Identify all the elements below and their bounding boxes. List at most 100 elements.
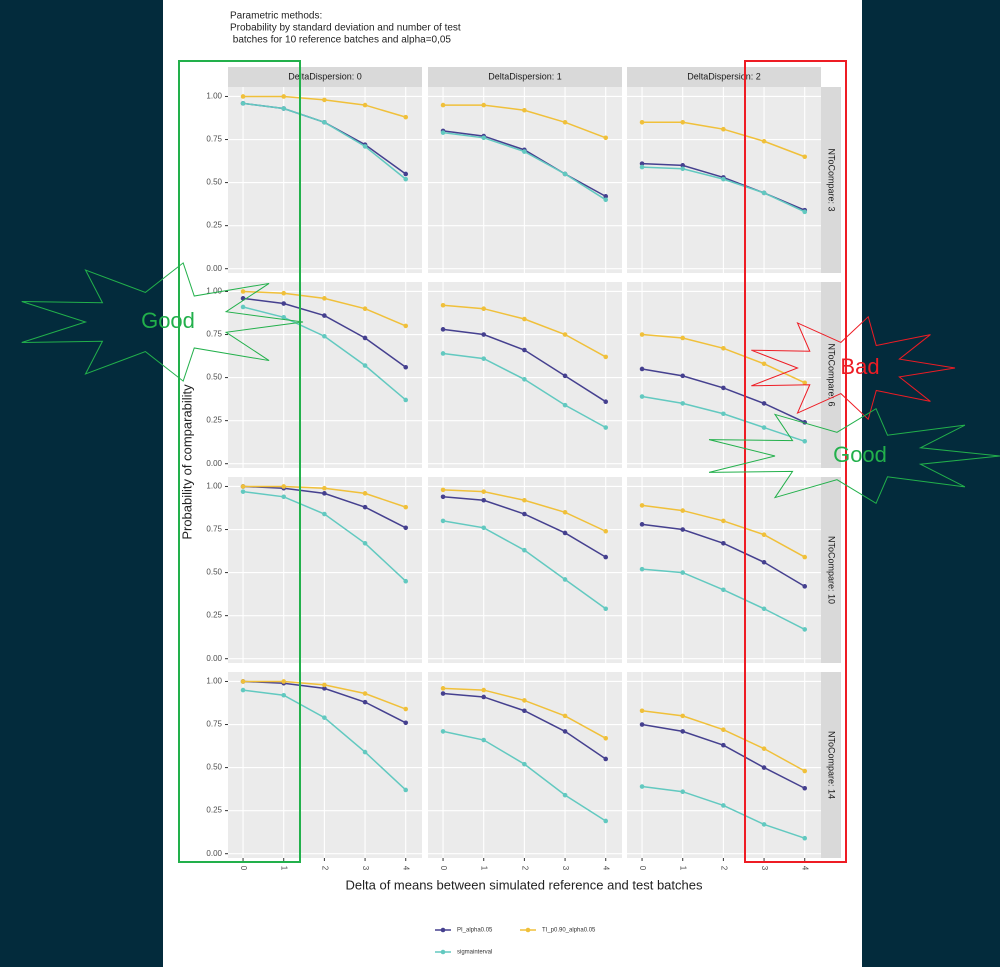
data-point [603,135,609,141]
facet-strip [820,672,841,858]
data-point [761,532,767,537]
data-point [240,94,246,99]
data-point [562,332,568,337]
data-point [440,686,446,691]
x-tick-label: 1 [280,866,289,871]
x-tick-label: 1 [679,866,688,871]
legend-label: TI_p0.90_alpha0.05 [542,928,596,934]
data-point [322,97,327,103]
facet-label: DeltaDispersion: 2 [687,71,761,81]
data-point [603,399,609,404]
panel-background [228,672,422,858]
y-tick-label: 0.50 [206,568,222,577]
starburst [708,408,1000,504]
panel-background [228,282,422,468]
y-tick-label: 0.25 [206,806,222,815]
data-point [639,164,645,170]
legend-swatch [440,949,446,955]
data-point [603,425,609,430]
data-point [721,518,726,524]
legend-label: PI_alpha0.05 [457,928,493,934]
data-point [603,554,609,560]
y-tick-label: 0.75 [206,525,222,534]
data-point [481,356,487,361]
data-point [481,102,487,108]
panel-background [428,282,622,468]
data-point [680,401,686,406]
facet-label: DeltaDispersion: 1 [488,71,562,81]
data-point [680,729,686,734]
legend-label: sigmainterval [457,950,492,956]
data-point [761,765,767,770]
y-tick-label: 0.50 [206,373,222,382]
legend-swatch [440,927,446,933]
data-point [362,491,368,496]
data-point [562,373,568,379]
data-point [240,687,246,693]
annotation: Good [833,442,887,467]
data-point [240,101,246,106]
title-line: Probability by standard deviation and nu… [230,23,461,34]
data-point [761,190,767,196]
data-point [403,176,409,182]
data-point [721,411,726,417]
data-point [440,302,446,308]
data-point [761,559,767,565]
x-tick-label: 2 [320,866,329,871]
data-point [603,197,609,203]
x-tick-label: 0 [439,866,448,871]
x-tick-label: 0 [239,866,248,871]
data-point [721,176,726,182]
facet-label: NToCompare: 10 [827,536,837,604]
data-point [639,161,645,166]
data-point [240,484,246,489]
facet-label: NToCompare: 3 [827,148,837,211]
data-point [639,332,645,337]
data-point [603,354,609,360]
data-point [802,768,808,774]
data-point [639,394,645,399]
data-point [761,138,767,144]
data-point [680,713,686,719]
x-tick-label: 1 [480,866,489,871]
data-point [240,679,246,684]
data-point [522,708,527,714]
data-point [440,518,446,524]
data-point [639,784,645,789]
data-point [440,327,446,332]
y-tick-label: 0.25 [206,416,222,425]
data-point [522,761,527,767]
highlight-box [178,60,301,863]
data-point [362,699,368,705]
data-point [281,94,287,99]
data-point [562,577,568,582]
data-point [403,525,409,531]
data-point [403,720,409,726]
data-point [440,494,446,500]
y-tick-label: 0.00 [206,459,222,468]
panel-background [428,87,622,273]
data-point [721,803,726,808]
data-point [562,171,568,177]
data-point [562,402,568,408]
data-point [481,687,487,693]
facet-strip [228,67,422,87]
data-point [680,163,686,168]
annotation: Good [141,308,195,333]
data-point [603,756,609,762]
data-point [281,315,287,320]
starburst [751,315,956,421]
data-point [761,361,767,367]
data-point [802,380,808,386]
data-point [481,135,487,141]
data-point [562,510,568,515]
data-point [562,120,568,125]
data-point [322,120,327,125]
data-point [440,487,446,493]
data-point [802,439,808,444]
data-point [639,708,645,714]
data-point [322,715,327,720]
facet-strip [820,477,841,663]
facet-strip [820,282,841,468]
